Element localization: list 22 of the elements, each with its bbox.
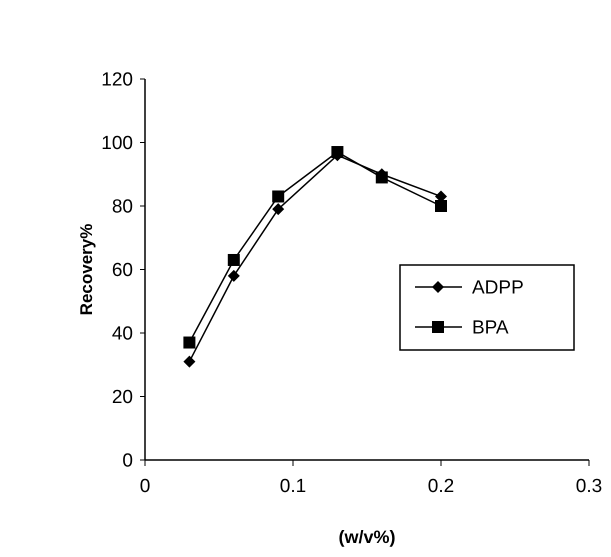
x-axis-title: (w/v%) [338,527,396,547]
x-tick-label: 0.2 [428,476,454,497]
legend-label: ADPP [472,278,524,299]
point [183,356,196,368]
y-tick-label: 20 [112,387,133,408]
y-axis-title: Recovery% [77,224,96,316]
legend-label: BPA [472,318,509,339]
x-tick-label: 0.3 [576,476,602,497]
y-tick-label: 40 [112,324,133,345]
point [228,254,240,266]
point [435,200,447,212]
y-tick-label: 0 [122,450,133,472]
x-tick-label: 0 [140,476,150,497]
y-tick-label: 100 [101,133,133,154]
point [272,203,284,216]
y-tick-label: 60 [112,260,133,282]
point [228,270,240,282]
point [183,336,196,349]
point [272,190,284,202]
y-tick-label: 80 [112,196,133,218]
y-tick-label: 120 [101,70,133,91]
x-tick-label: 0.1 [280,476,306,497]
